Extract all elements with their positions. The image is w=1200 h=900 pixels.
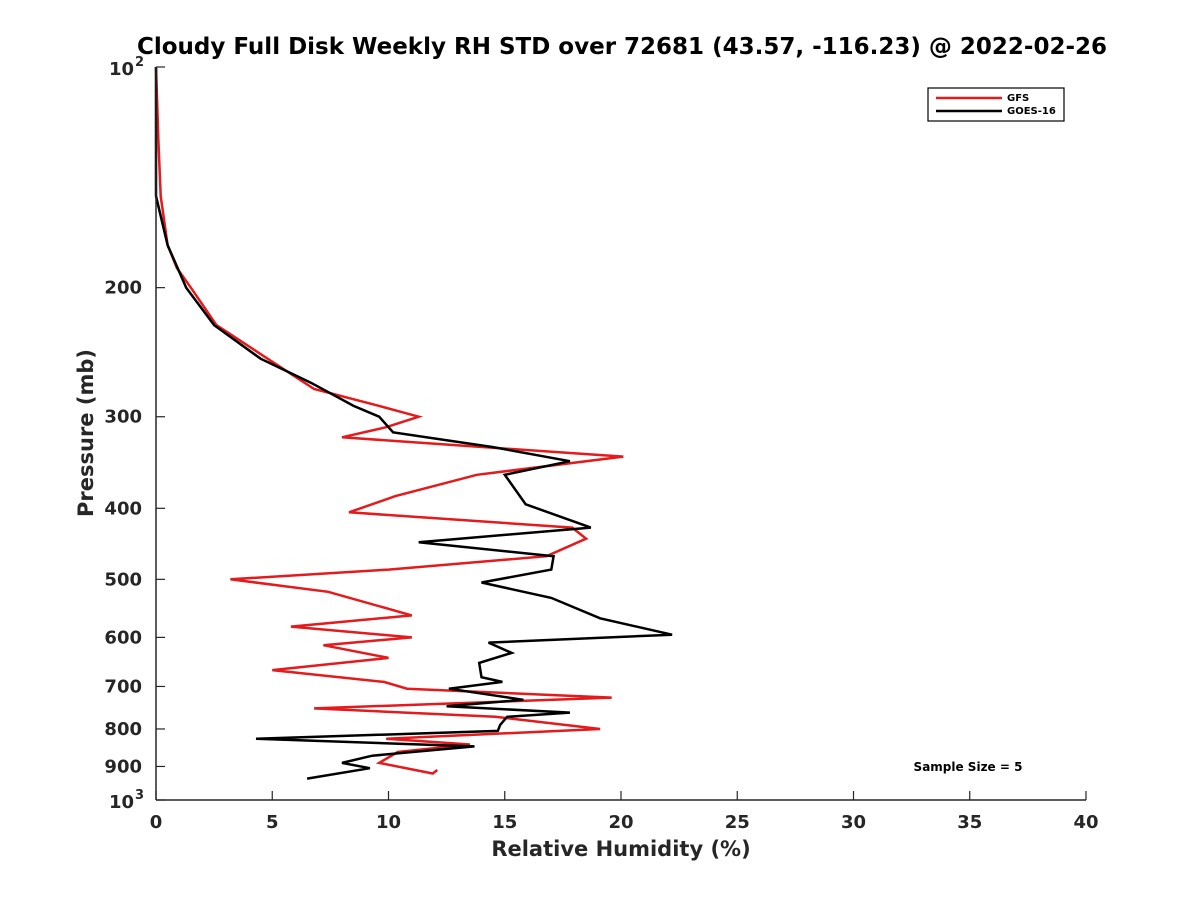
legend-label-gfs: GFS [1007,93,1029,104]
x-tick-label: 35 [957,812,982,833]
y-tick-label: 400 [104,498,142,519]
x-tick-label: 0 [150,812,163,833]
x-tick-label: 10 [376,812,401,833]
x-tick-label: 5 [266,812,279,833]
x-axis-label: Relative Humidity (%) [491,837,750,861]
sample-size-annotation: Sample Size = 5 [914,760,1023,774]
x-tick-label: 20 [608,812,633,833]
legend-label-goes16: GOES-16 [1007,106,1056,117]
series-line-goes16 [154,67,673,780]
series-layer [154,66,673,780]
y-tick-label: 800 [104,719,142,740]
legend-box [927,87,1065,122]
y-tick-label: 300 [104,407,142,428]
y-decade-exponent: 2 [135,55,144,70]
y-tick-label: 600 [104,627,142,648]
legend: GFS GOES-16 [927,87,1065,122]
x-tick-label: 15 [492,812,517,833]
x-tick-label: 40 [1073,812,1098,833]
x-tick-label: 25 [725,812,750,833]
y-tick-label: 900 [104,756,142,777]
y-tick-label: 500 [104,569,142,590]
chart-title: Cloudy Full Disk Weekly RH STD over 7268… [137,34,1107,60]
y-tick-label: 700 [104,676,142,697]
y-tick-label: 200 [104,278,142,299]
series-line-gfs [154,66,624,775]
y-decade-exponent: 3 [135,788,144,803]
y-decade-label: 10 [109,792,134,813]
plot-area [156,67,1086,800]
y-axis-label: Pressure (mb) [74,349,98,517]
x-ticks: 0 5 10 15 20 25 30 35 40 [150,791,1099,833]
x-tick-label: 30 [841,812,866,833]
y-decade-label: 10 [109,59,134,80]
